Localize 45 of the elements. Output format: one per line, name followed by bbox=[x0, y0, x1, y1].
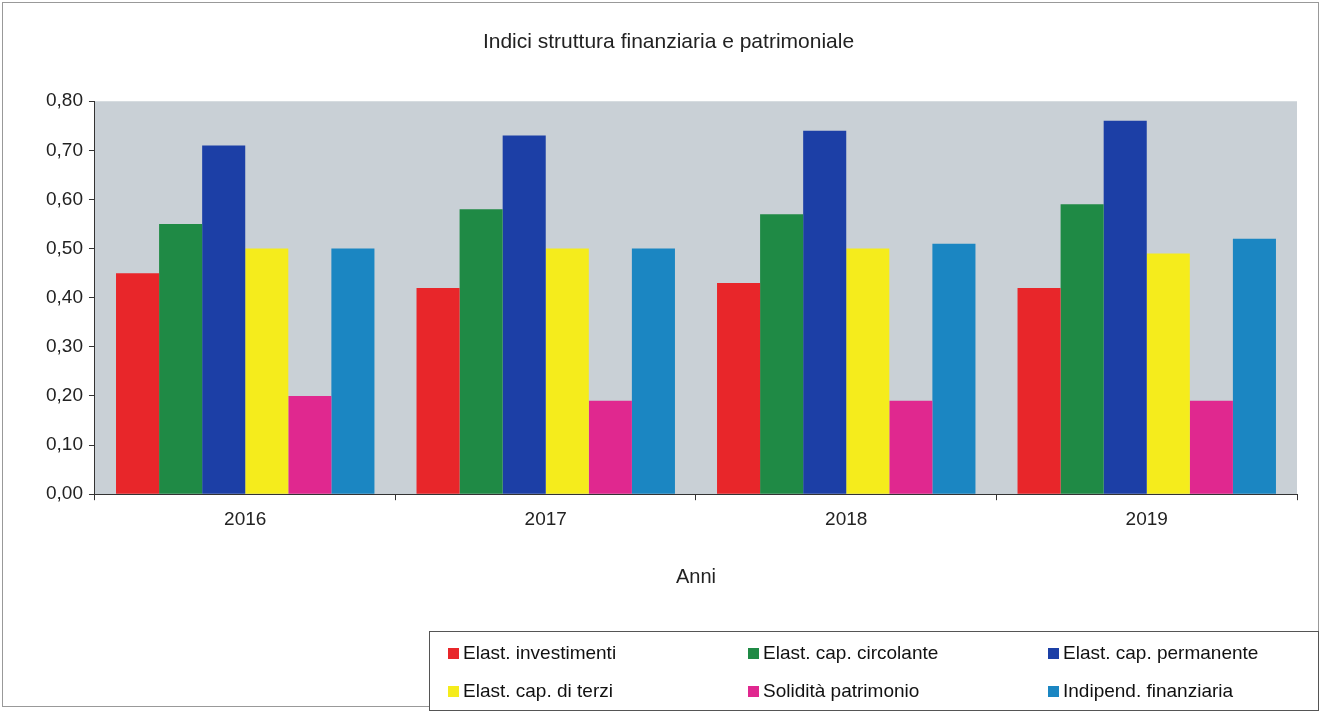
bar bbox=[159, 224, 203, 494]
legend-label: Indipend. finanziaria bbox=[1063, 680, 1234, 702]
bar bbox=[1103, 120, 1147, 494]
x-tick-label: 2017 bbox=[524, 507, 567, 529]
bar bbox=[245, 248, 289, 494]
y-tick-label: 0,60 bbox=[46, 187, 83, 209]
y-tick-label: 0,80 bbox=[46, 89, 83, 111]
legend-label: Solidità patrimonio bbox=[763, 680, 920, 702]
bar bbox=[1017, 287, 1061, 494]
y-tick-label: 0,40 bbox=[46, 285, 83, 307]
y-tick-label: 0,00 bbox=[46, 482, 83, 504]
bar bbox=[760, 214, 804, 494]
bar bbox=[1146, 253, 1190, 494]
y-tick-label: 0,70 bbox=[46, 138, 83, 160]
legend-label: Elast. investimenti bbox=[463, 642, 617, 664]
y-tick-label: 0,20 bbox=[46, 384, 83, 406]
bar bbox=[932, 243, 976, 494]
legend-label: Elast. cap. circolante bbox=[763, 642, 939, 664]
bar bbox=[803, 130, 847, 494]
bar bbox=[1232, 238, 1276, 494]
bar bbox=[846, 248, 890, 494]
legend-label: Elast. cap. permanente bbox=[1063, 642, 1259, 664]
bar bbox=[545, 248, 589, 494]
bar bbox=[288, 395, 332, 494]
bar bbox=[331, 248, 375, 494]
x-axis-title: Anni bbox=[675, 564, 717, 587]
y-tick-label: 0,50 bbox=[46, 236, 83, 258]
bar bbox=[116, 273, 160, 494]
bar bbox=[416, 287, 460, 494]
chart-title: Indici struttura finanziaria e patrimoniale bbox=[482, 29, 855, 53]
bar bbox=[202, 145, 246, 494]
bar bbox=[1060, 204, 1104, 494]
x-tick-label: 2018 bbox=[825, 507, 868, 529]
bar bbox=[631, 248, 675, 494]
bar bbox=[1189, 400, 1233, 494]
bar bbox=[588, 400, 632, 494]
bar bbox=[459, 209, 503, 494]
y-tick-label: 0,30 bbox=[46, 335, 83, 357]
y-tick-label: 0,10 bbox=[46, 433, 83, 455]
bar bbox=[502, 135, 546, 494]
bar bbox=[717, 282, 761, 494]
x-tick-label: 2016 bbox=[224, 507, 267, 529]
x-tick-label: 2019 bbox=[1125, 507, 1168, 529]
bar bbox=[889, 400, 933, 494]
legend-label: Elast. cap. di terzi bbox=[463, 680, 613, 702]
